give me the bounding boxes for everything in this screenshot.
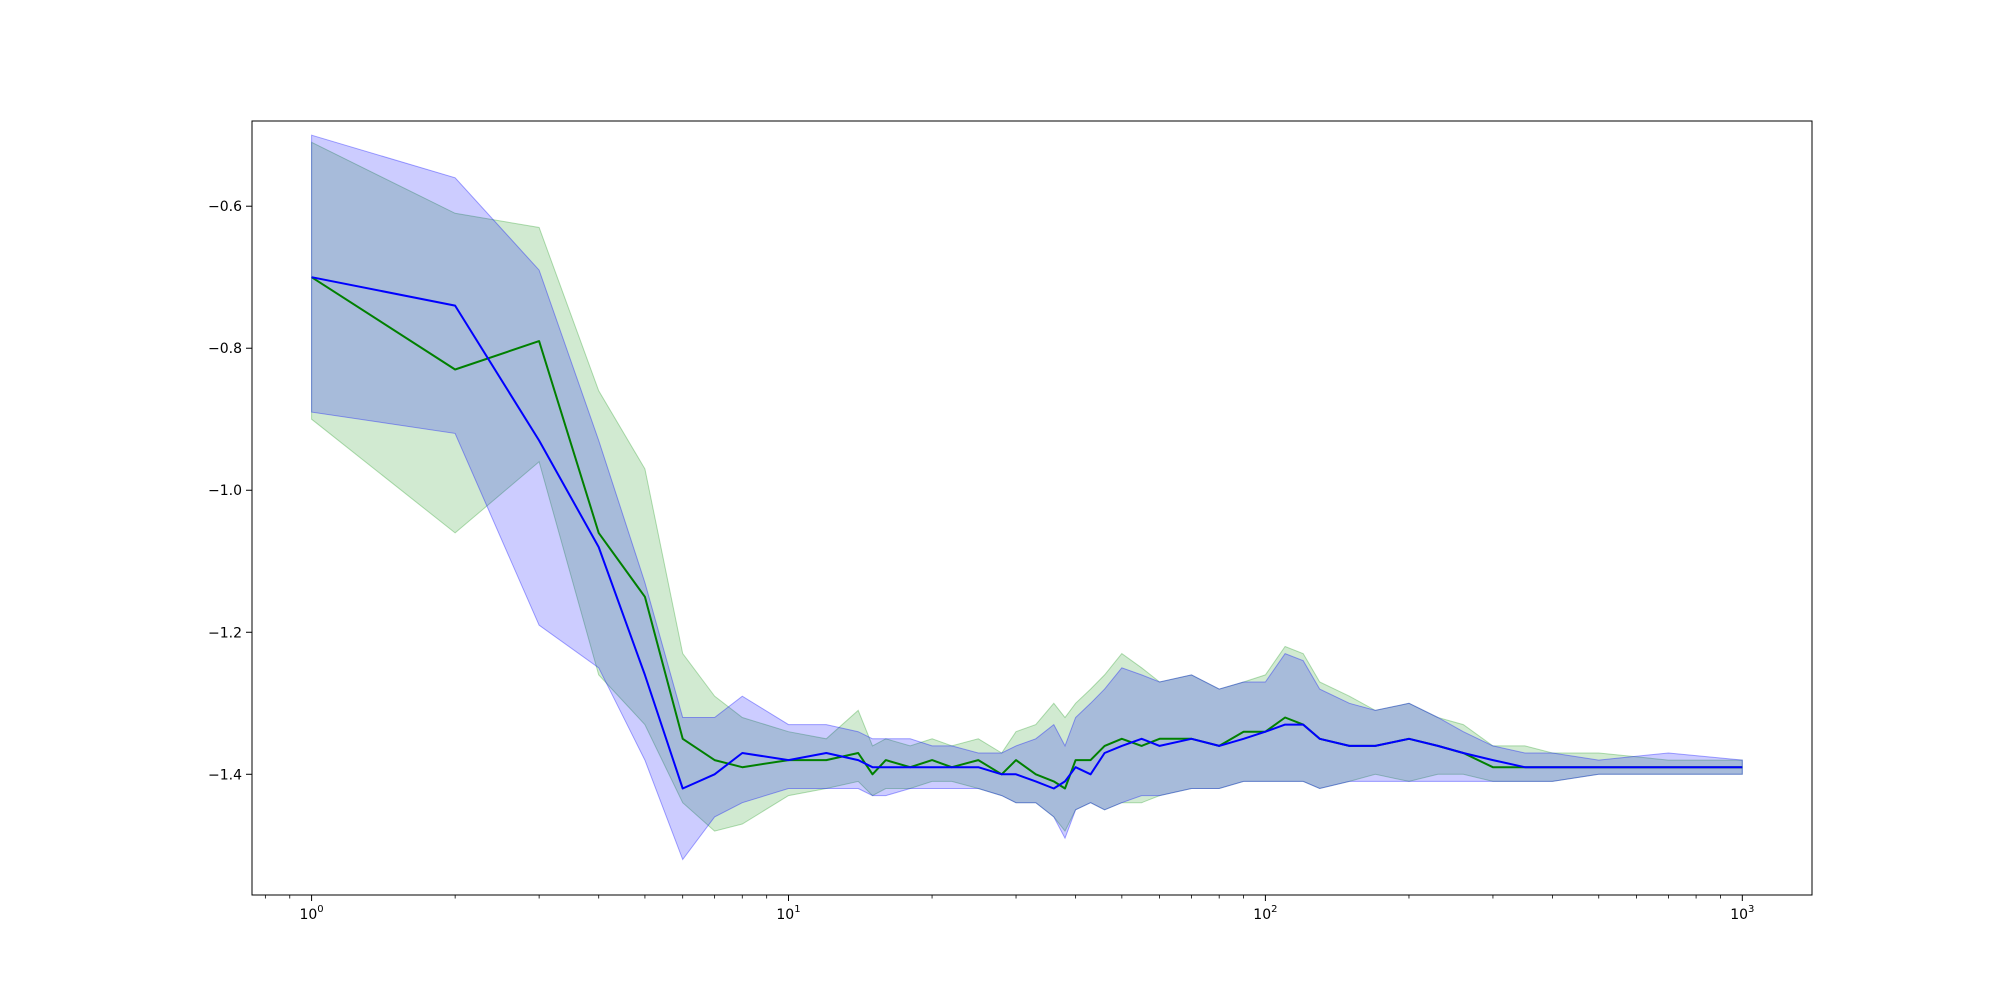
y-tick-label: −1.0: [208, 483, 242, 499]
series-2-band: [311, 134, 1743, 861]
y-tick-label: −1.4: [208, 767, 242, 783]
y-axis: −0.6 −0.8 −1.0 −1.2 −1.4: [208, 199, 252, 783]
series-lines: [311, 276, 1743, 790]
series-1-band: [311, 141, 1743, 833]
confidence-bands: [311, 134, 1743, 861]
y-tick-label: −0.8: [208, 341, 242, 357]
y-tick-label: −1.2: [208, 625, 242, 641]
plot-frame: [251, 120, 1813, 896]
y-tick-label: −0.6: [208, 199, 242, 215]
series-2-line: [311, 276, 1743, 790]
